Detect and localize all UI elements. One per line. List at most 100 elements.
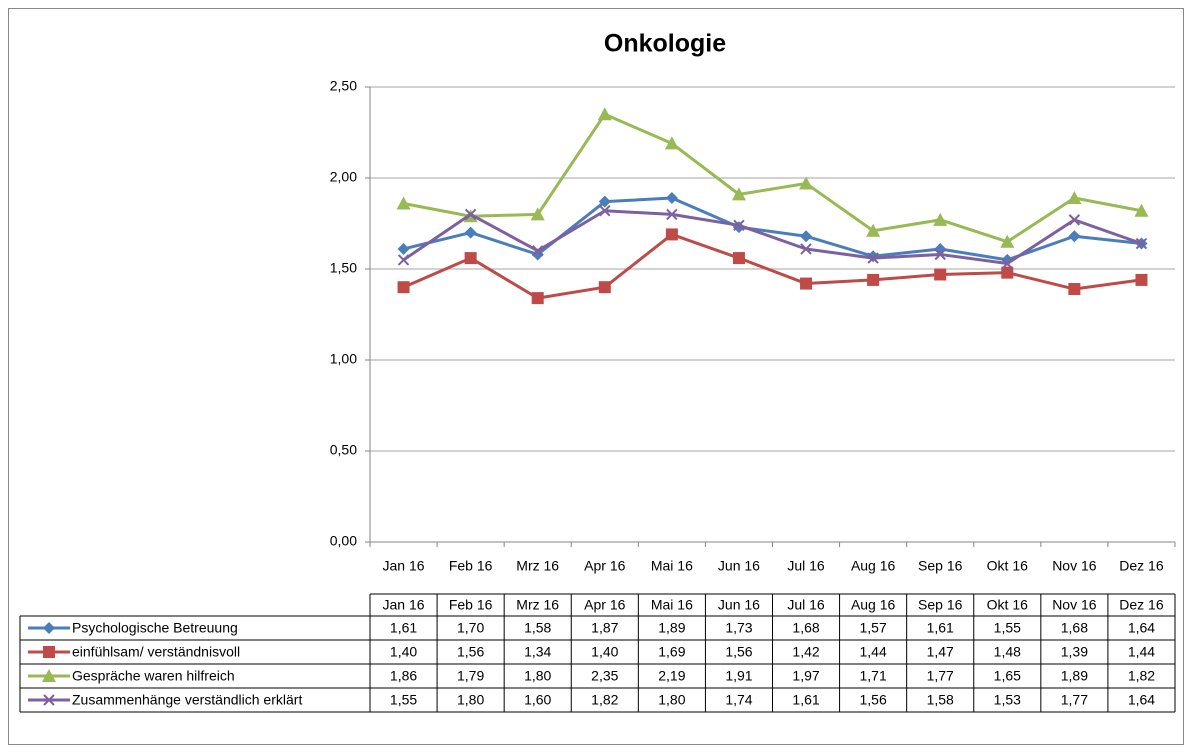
data-point [464, 252, 477, 265]
data-point [397, 254, 410, 266]
data-point [733, 219, 745, 232]
data-point [1135, 273, 1148, 286]
data-point [664, 136, 679, 150]
x-tick-label: Okt 16 [987, 558, 1028, 574]
table-cell: 1,71 [860, 668, 887, 684]
table-cell: 1,57 [860, 620, 887, 636]
data-point [799, 176, 814, 190]
x-tick-label: Jan 16 [383, 558, 425, 574]
y-tick-label: 1,50 [330, 260, 357, 276]
table-cell: 1,79 [457, 668, 484, 684]
table-cell: 1,97 [792, 668, 819, 684]
table-header: Jun 16 [718, 597, 760, 613]
data-point [531, 292, 544, 305]
legend-label: Psychologische Betreuung [72, 620, 238, 636]
table-cell: 1,61 [390, 620, 417, 636]
table-cell: 1,34 [524, 644, 551, 660]
data-point [934, 268, 947, 281]
table-header: Jan 16 [383, 597, 425, 613]
table-cell: 1,40 [390, 644, 417, 660]
table-header: Mai 16 [651, 597, 693, 613]
table-cell: 1,73 [725, 620, 752, 636]
table-cell: 1,68 [792, 620, 819, 636]
data-point [732, 252, 745, 265]
table-cell: 1,53 [994, 692, 1021, 708]
data-point [464, 226, 477, 239]
table-cell: 1,44 [1128, 644, 1155, 660]
table-cell: 1,61 [927, 620, 954, 636]
table-header: Feb 16 [449, 597, 493, 613]
data-point [531, 248, 544, 261]
table-cell: 1,80 [457, 692, 484, 708]
y-tick-label: 0,50 [330, 442, 357, 458]
table-cell: 1,56 [725, 644, 752, 660]
data-point [598, 281, 611, 294]
table-cell: 1,87 [591, 620, 618, 636]
data-point [800, 243, 812, 255]
table-cell: 1,70 [457, 620, 484, 636]
table-cell: 1,64 [1128, 620, 1155, 636]
table-cell: 1,80 [658, 692, 685, 708]
data-point [1067, 191, 1082, 205]
data-point [731, 187, 746, 201]
table-header: Nov 16 [1052, 597, 1097, 613]
data-point [800, 230, 813, 243]
y-tick-label: 1,00 [330, 351, 357, 367]
x-tick-label: Sep 16 [918, 558, 963, 574]
data-point [800, 277, 813, 290]
legend-marker [42, 669, 56, 682]
chart-border [8, 8, 1184, 745]
table-header: Aug 16 [851, 597, 896, 613]
table-cell: 1,58 [927, 692, 954, 708]
legend-marker [43, 622, 55, 634]
x-tick-label: Aug 16 [851, 558, 896, 574]
table-cell: 1,58 [524, 620, 551, 636]
table-cell: 1,48 [994, 644, 1021, 660]
table-cell: 1,89 [1061, 668, 1088, 684]
data-point [397, 242, 410, 255]
data-point [397, 281, 410, 294]
legend-marker [43, 694, 55, 706]
table-cell: 1,82 [1128, 668, 1155, 684]
table-cell: 1,55 [994, 620, 1021, 636]
data-point [666, 208, 678, 221]
table-cell: 1,56 [457, 644, 484, 660]
x-tick-label: Mrz 16 [516, 558, 559, 574]
table-header: Jul 16 [787, 597, 825, 613]
series-line [403, 112, 1142, 244]
table-cell: 2,19 [658, 668, 685, 684]
data-point [530, 207, 545, 221]
table-cell: 1,68 [1061, 620, 1088, 636]
table-cell: 1,77 [1061, 692, 1088, 708]
x-tick-label: Nov 16 [1052, 558, 1097, 574]
y-tick-label: 2,50 [330, 78, 357, 94]
table-cell: 1,86 [390, 668, 417, 684]
x-tick-label: Feb 16 [449, 558, 493, 574]
table-cell: 1,77 [927, 668, 954, 684]
data-point [1135, 237, 1148, 250]
table-cell: 1,56 [860, 692, 887, 708]
data-point [597, 107, 612, 121]
series-line [402, 232, 1142, 300]
table-cell: 1,39 [1061, 644, 1088, 660]
table-cell: 1,47 [927, 644, 954, 660]
data-point [933, 212, 948, 226]
legend-label: Zusammenhänge verständlich erklärt [72, 692, 302, 708]
table-cell: 1,42 [792, 644, 819, 660]
data-point [1068, 230, 1081, 243]
table-cell: 1,40 [591, 644, 618, 660]
data-point [1000, 234, 1015, 248]
data-point [665, 228, 678, 241]
data-point [1068, 283, 1081, 296]
table-cell: 1,91 [725, 668, 752, 684]
legend-marker [43, 646, 55, 658]
chart-title: Onkologie [604, 30, 726, 58]
y-tick-label: 0,00 [330, 533, 357, 549]
table-cell: 1,65 [994, 668, 1021, 684]
table-cell: 1,64 [1128, 692, 1155, 708]
data-point [1134, 203, 1149, 217]
table-cell: 2,35 [591, 668, 618, 684]
data-point [599, 205, 611, 217]
table-header: Dez 16 [1119, 597, 1164, 613]
